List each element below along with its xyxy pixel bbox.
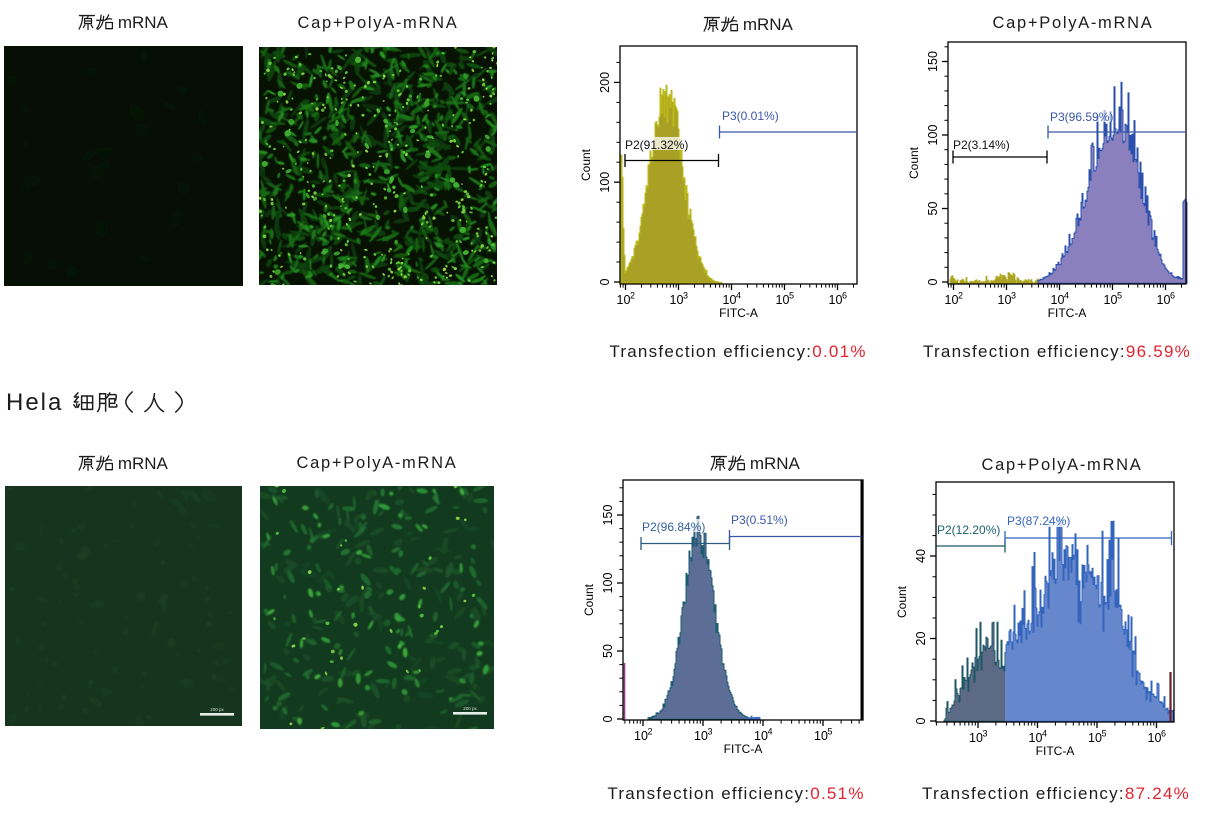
svg-text:P3(87.24%): P3(87.24%) [1007, 514, 1070, 528]
svg-text:100: 100 [598, 172, 612, 193]
svg-text:Count: Count [582, 583, 596, 616]
svg-text:40: 40 [914, 549, 928, 563]
svg-text:10: 10 [723, 293, 737, 307]
svg-text:4: 4 [1042, 729, 1047, 739]
svg-text:P2(3.14%): P2(3.14%) [953, 138, 1010, 152]
svg-text:10: 10 [1029, 731, 1043, 745]
svg-text:150: 150 [601, 505, 615, 526]
svg-text:3: 3 [1011, 291, 1016, 301]
svg-text:5: 5 [827, 727, 832, 737]
svg-text:P3(0.01%): P3(0.01%) [722, 109, 779, 123]
svg-text:10: 10 [1157, 293, 1171, 307]
svg-text:3: 3 [683, 291, 688, 301]
svg-text:FITC-A: FITC-A [1048, 306, 1087, 320]
svg-text:10: 10 [670, 293, 684, 307]
svg-text:0: 0 [601, 715, 615, 722]
svg-text:5: 5 [1117, 291, 1122, 301]
svg-text:10: 10 [1088, 731, 1102, 745]
svg-text:6: 6 [1170, 291, 1175, 301]
svg-text:10: 10 [969, 731, 983, 745]
svg-text:Count: Count [579, 148, 593, 181]
svg-text:2: 2 [630, 291, 635, 301]
svg-text:FITC-A: FITC-A [724, 742, 763, 756]
svg-text:FITC-A: FITC-A [1036, 744, 1075, 758]
svg-text:P3(96.59%): P3(96.59%) [1050, 110, 1113, 124]
svg-text:200 px: 200 px [463, 706, 477, 711]
svg-text:P2(96.84%): P2(96.84%) [642, 520, 705, 534]
svg-text:10: 10 [754, 729, 768, 743]
svg-text:10: 10 [1148, 731, 1162, 745]
svg-text:10: 10 [617, 293, 631, 307]
svg-text:10: 10 [1051, 293, 1065, 307]
svg-text:FITC-A: FITC-A [719, 306, 758, 320]
svg-text:0: 0 [598, 278, 612, 285]
svg-text:2: 2 [647, 727, 652, 737]
svg-text:6: 6 [1161, 729, 1166, 739]
svg-text:0: 0 [914, 717, 928, 724]
svg-text:P2(12.20%): P2(12.20%) [937, 523, 1000, 537]
svg-text:10: 10 [945, 293, 959, 307]
svg-text:50: 50 [601, 644, 615, 658]
svg-text:5: 5 [789, 291, 794, 301]
svg-text:200: 200 [598, 72, 612, 93]
svg-text:10: 10 [634, 729, 648, 743]
svg-text:150: 150 [926, 51, 940, 72]
svg-text:3: 3 [707, 727, 712, 737]
svg-text:6: 6 [842, 291, 847, 301]
svg-text:10: 10 [776, 293, 790, 307]
svg-text:P3(0.51%): P3(0.51%) [731, 513, 788, 527]
svg-text:5: 5 [1101, 729, 1106, 739]
svg-text:100: 100 [926, 125, 940, 146]
svg-text:P2(91.32%): P2(91.32%) [625, 138, 688, 152]
svg-text:200 px: 200 px [210, 707, 224, 712]
svg-text:10: 10 [829, 293, 843, 307]
svg-text:0: 0 [926, 278, 940, 285]
svg-text:100: 100 [601, 573, 615, 594]
svg-text:4: 4 [1064, 291, 1069, 301]
svg-text:10: 10 [694, 729, 708, 743]
svg-text:50: 50 [926, 202, 940, 216]
svg-text:4: 4 [736, 291, 741, 301]
svg-text:Count: Count [907, 146, 921, 179]
svg-text:4: 4 [767, 727, 772, 737]
svg-text:20: 20 [914, 632, 928, 646]
svg-text:10: 10 [1104, 293, 1118, 307]
svg-text:2: 2 [958, 291, 963, 301]
svg-text:10: 10 [814, 729, 828, 743]
svg-text:3: 3 [982, 729, 987, 739]
svg-text:Count: Count [895, 585, 909, 618]
svg-text:10: 10 [998, 293, 1012, 307]
